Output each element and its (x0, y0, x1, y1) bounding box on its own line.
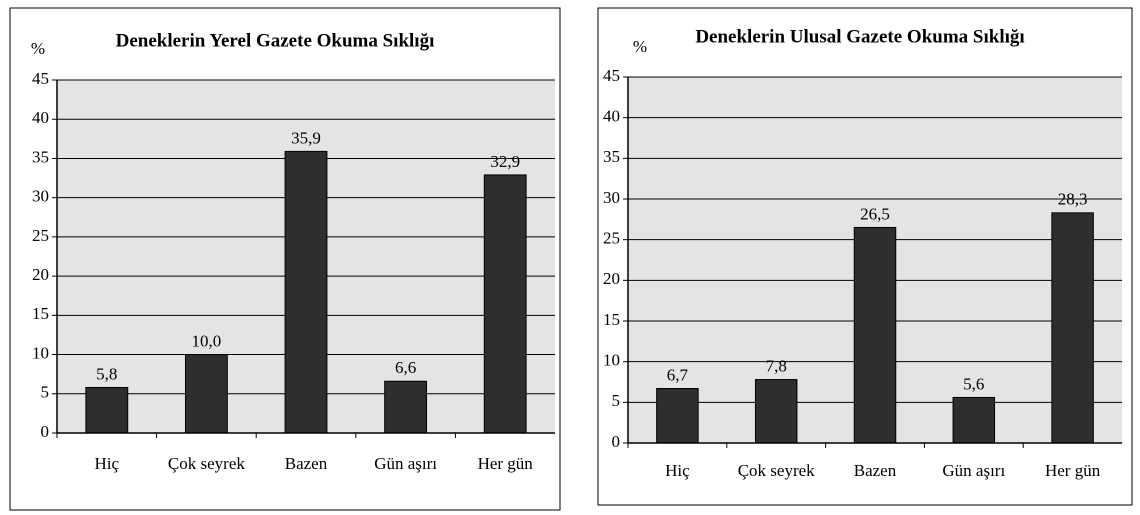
y-tick-label: 25 (32, 226, 49, 245)
y-tick-label: 15 (32, 304, 49, 323)
x-tick-label: Her gün (478, 454, 534, 473)
y-tick-label: 20 (32, 265, 49, 284)
x-tick-label: Hiç (95, 454, 120, 473)
bar (656, 388, 699, 444)
bar (1051, 212, 1094, 444)
x-tick-label: Gün aşırı (374, 454, 437, 473)
bar (483, 174, 527, 434)
value-label: 32,9 (490, 152, 520, 171)
bar (853, 226, 897, 444)
chart-title: Deneklerin Yerel Gazete Okuma Sıklığı (116, 30, 435, 51)
x-tick-label: Bazen (285, 454, 328, 473)
bar (384, 380, 428, 434)
x-tick-label: Çok seyrek (168, 454, 245, 473)
bar (284, 150, 328, 434)
x-tick-label: Her gün (1045, 461, 1101, 480)
y-tick-label: 0 (612, 432, 621, 451)
value-label: 28,3 (1058, 190, 1088, 209)
y-tick-label: 10 (603, 351, 620, 370)
bar (85, 387, 129, 434)
y-tick-label: 20 (603, 269, 620, 288)
y-tick-label: 15 (603, 310, 620, 329)
value-label: 26,5 (860, 204, 890, 223)
x-tick-label: Hiç (665, 461, 690, 480)
bar (952, 396, 996, 444)
y-tick-label: 40 (603, 107, 620, 126)
y-tick-label: 45 (603, 66, 620, 85)
x-tick-label: Bazen (854, 461, 897, 480)
y-tick-label: 5 (41, 383, 50, 402)
y-tick-label: 40 (32, 108, 49, 127)
value-label: 5,6 (963, 374, 984, 393)
y-tick-label: 35 (603, 147, 620, 166)
value-label: 7,8 (766, 356, 787, 375)
y-tick-label: 30 (32, 187, 49, 206)
y-tick-label: 30 (603, 188, 620, 207)
y-tick-label: 5 (612, 391, 621, 410)
y-axis-label: % (633, 37, 647, 56)
bar (184, 354, 228, 434)
x-tick-label: Gün aşırı (942, 461, 1005, 480)
value-label: 10,0 (192, 331, 222, 350)
y-tick-label: 35 (32, 147, 49, 166)
y-tick-label: 10 (32, 343, 49, 362)
value-label: 35,9 (291, 128, 321, 147)
chart-title: Deneklerin Ulusal Gazete Okuma Sıklığı (695, 26, 1024, 47)
y-tick-label: 0 (41, 422, 50, 441)
value-label: 5,8 (96, 364, 117, 383)
value-label: 6,7 (667, 365, 689, 384)
y-tick-label: 25 (603, 229, 620, 248)
y-axis-label: % (31, 39, 45, 58)
y-tick-label: 45 (32, 69, 49, 88)
value-label: 6,6 (395, 358, 416, 377)
bar (754, 379, 798, 444)
x-tick-label: Çok seyrek (738, 461, 815, 480)
